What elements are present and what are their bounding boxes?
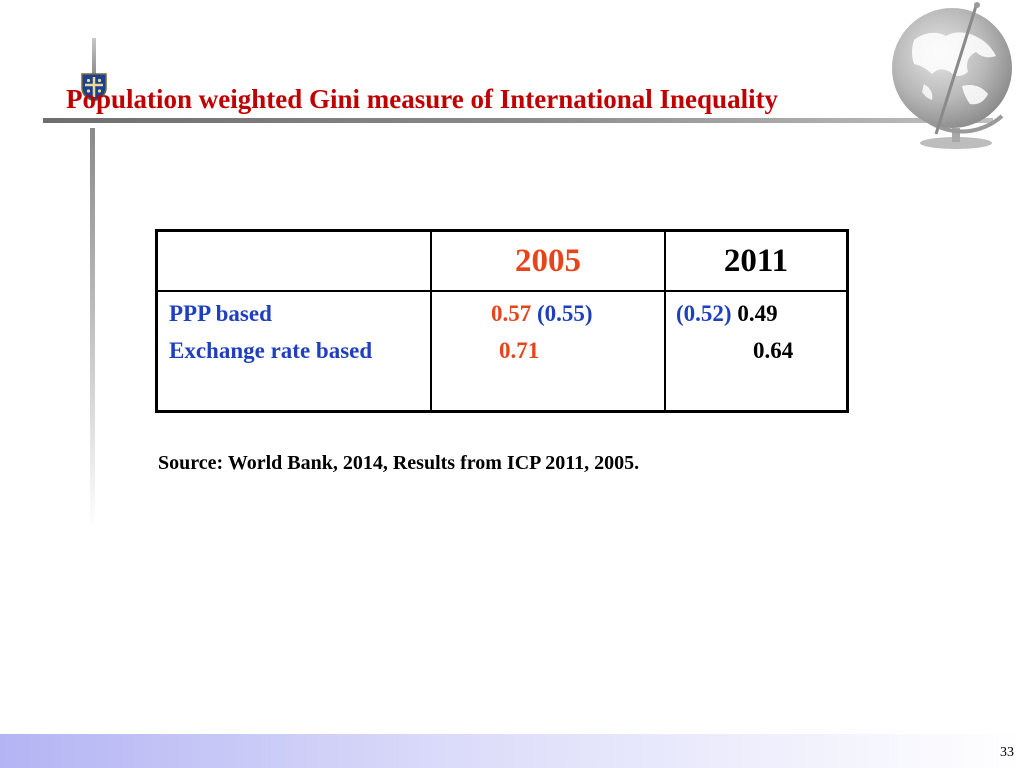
source-note: Source: World Bank, 2014, Results from I… xyxy=(158,452,640,474)
university-shield-logo xyxy=(81,73,107,102)
gini-table: 2005 2011 PPP based Exchange rate based … xyxy=(155,229,849,413)
decor-horizontal-line xyxy=(43,118,993,123)
header-year-2011: 2011 xyxy=(723,243,789,279)
globe-icon xyxy=(892,2,1012,149)
value-2005-ppp-paren: (0.55) xyxy=(537,301,593,326)
table-header-row: 2005 2011 xyxy=(155,229,849,292)
page-number: 33 xyxy=(1000,745,1014,760)
header-cell-2011: 2011 xyxy=(664,229,849,292)
row-label-exchange-rate: Exchange rate based xyxy=(169,338,373,363)
value-2011-ppp-paren: (0.52) xyxy=(676,301,732,326)
value-2011-ppp: (0.52) 0.49 xyxy=(676,301,856,327)
footer-band xyxy=(0,734,1024,768)
values-2011-cell: (0.52) 0.49 0.64 xyxy=(664,290,849,413)
header-cell-empty xyxy=(155,229,432,292)
decor-vertical-line xyxy=(90,128,95,528)
row-label-ppp: PPP based xyxy=(169,301,272,326)
header-year-2005: 2005 xyxy=(515,243,581,279)
value-2011-exchange: 0.64 xyxy=(753,338,794,363)
value-2011-ppp-main: 0.49 xyxy=(737,301,778,326)
value-2005-ppp-main: 0.57 xyxy=(491,301,532,326)
values-2005-cell: 0.57 (0.55) 0.71 xyxy=(430,290,666,413)
slide-title: Population weighted Gini measure of Inte… xyxy=(66,84,779,114)
value-2005-ppp: 0.57 (0.55) xyxy=(491,301,723,327)
value-2005-exchange: 0.71 xyxy=(499,338,540,363)
header-cell-2005: 2005 xyxy=(430,229,666,292)
table-body-row: PPP based Exchange rate based 0.57 (0.55… xyxy=(155,290,849,413)
decor-vertical-line-top xyxy=(92,38,96,86)
row-labels-cell: PPP based Exchange rate based xyxy=(155,290,432,413)
